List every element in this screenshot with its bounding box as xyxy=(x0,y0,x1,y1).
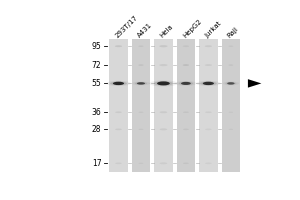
Ellipse shape xyxy=(225,82,236,85)
Ellipse shape xyxy=(115,162,122,164)
Ellipse shape xyxy=(160,128,167,130)
Ellipse shape xyxy=(157,81,170,85)
Ellipse shape xyxy=(160,111,167,113)
Ellipse shape xyxy=(183,45,189,47)
Ellipse shape xyxy=(183,129,189,130)
Ellipse shape xyxy=(154,81,173,86)
Ellipse shape xyxy=(160,162,167,164)
Ellipse shape xyxy=(106,81,131,86)
Ellipse shape xyxy=(205,64,212,66)
Ellipse shape xyxy=(183,163,189,164)
Ellipse shape xyxy=(196,81,221,86)
Ellipse shape xyxy=(159,64,168,66)
Ellipse shape xyxy=(139,129,143,130)
Ellipse shape xyxy=(228,64,233,66)
Ellipse shape xyxy=(139,112,143,113)
Ellipse shape xyxy=(135,82,147,85)
Ellipse shape xyxy=(183,111,189,113)
Text: 17: 17 xyxy=(92,159,101,168)
Bar xyxy=(222,39,240,172)
Bar xyxy=(199,39,218,172)
Text: HepG2: HepG2 xyxy=(182,18,202,39)
Ellipse shape xyxy=(178,82,193,85)
Ellipse shape xyxy=(181,82,191,85)
Ellipse shape xyxy=(228,46,233,47)
Text: 95: 95 xyxy=(92,42,101,51)
Ellipse shape xyxy=(132,82,150,85)
Bar xyxy=(154,39,173,172)
Ellipse shape xyxy=(115,111,122,113)
Ellipse shape xyxy=(138,46,144,47)
Ellipse shape xyxy=(115,45,122,47)
Text: 293T/17: 293T/17 xyxy=(114,14,139,39)
Text: Jurkat: Jurkat xyxy=(204,20,223,39)
Polygon shape xyxy=(248,79,261,88)
Ellipse shape xyxy=(205,162,212,164)
Text: 55: 55 xyxy=(92,79,101,88)
Ellipse shape xyxy=(203,82,214,85)
Ellipse shape xyxy=(229,129,233,130)
Ellipse shape xyxy=(149,80,178,86)
Ellipse shape xyxy=(205,45,212,47)
Ellipse shape xyxy=(229,112,233,113)
Ellipse shape xyxy=(175,81,197,86)
Ellipse shape xyxy=(138,64,144,66)
Ellipse shape xyxy=(205,111,212,113)
Bar xyxy=(132,39,150,172)
Ellipse shape xyxy=(113,82,124,85)
Text: Hela: Hela xyxy=(159,23,175,39)
Ellipse shape xyxy=(227,82,235,85)
Bar xyxy=(177,39,195,172)
Text: 36: 36 xyxy=(92,108,101,117)
Ellipse shape xyxy=(205,129,212,130)
Text: A431: A431 xyxy=(137,22,154,39)
Ellipse shape xyxy=(200,82,217,85)
Bar xyxy=(109,39,128,172)
Text: 28: 28 xyxy=(92,125,101,134)
Ellipse shape xyxy=(137,82,145,85)
Ellipse shape xyxy=(115,129,122,130)
Ellipse shape xyxy=(110,82,127,85)
Text: 72: 72 xyxy=(92,61,101,70)
Text: Raji: Raji xyxy=(226,25,240,39)
Ellipse shape xyxy=(159,45,168,47)
Ellipse shape xyxy=(139,163,143,164)
Ellipse shape xyxy=(183,64,189,66)
